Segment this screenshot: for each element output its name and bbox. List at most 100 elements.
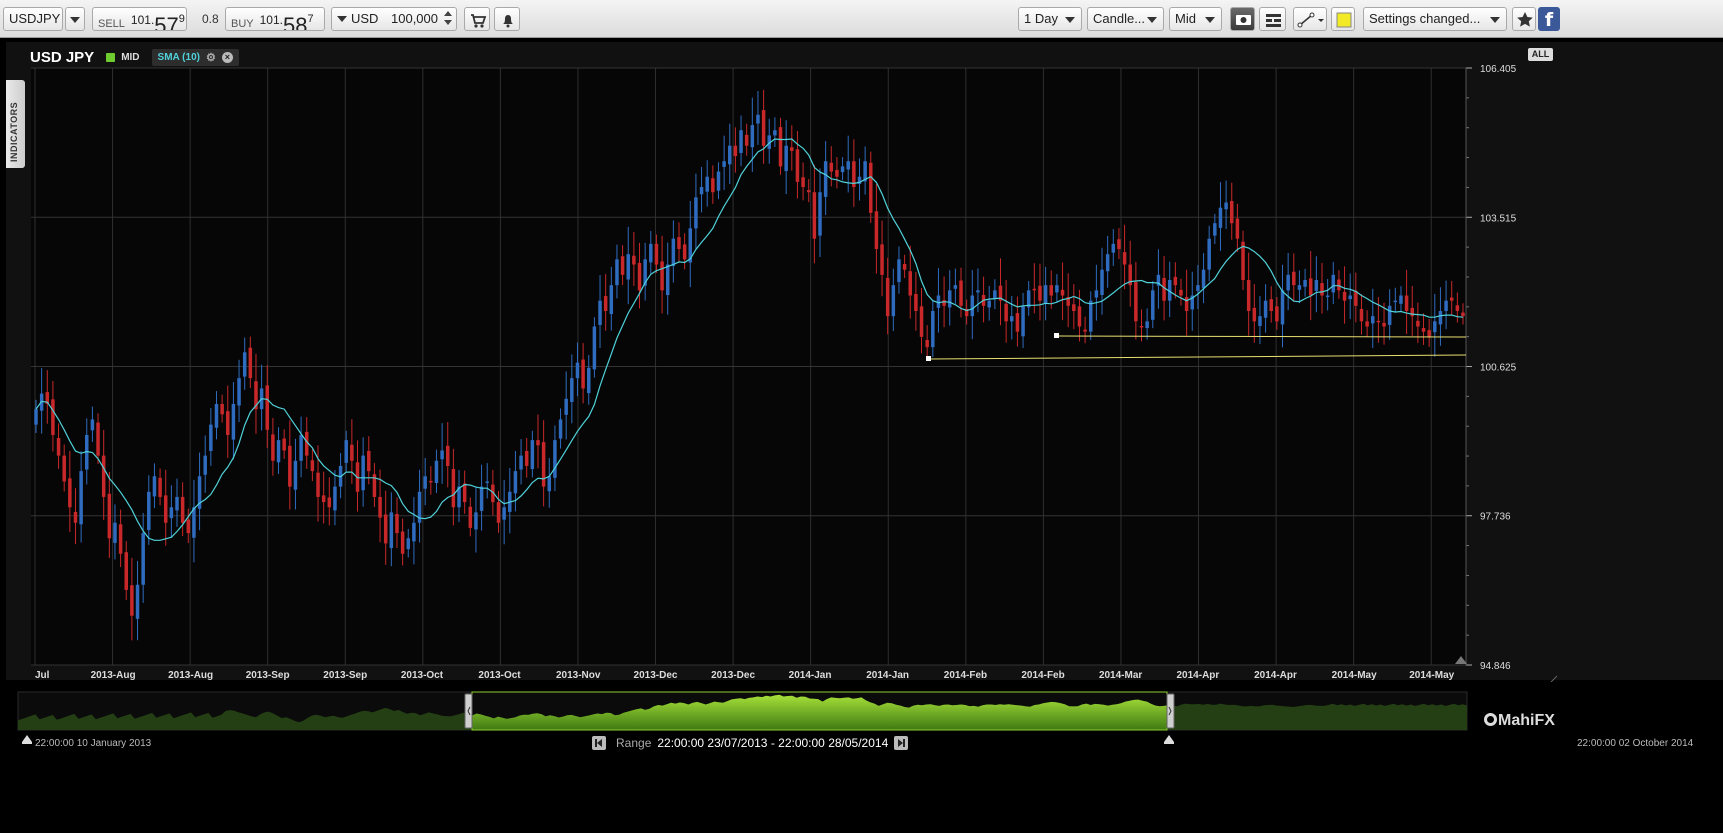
sma-indicator-label: SMA (10) xyxy=(157,51,200,63)
timeframe-select[interactable]: 1 Day xyxy=(1018,7,1082,31)
candle-body xyxy=(101,455,106,497)
candle-body xyxy=(226,411,230,435)
y-tick-label: 100.625 xyxy=(1480,363,1517,374)
alert-button[interactable] xyxy=(494,7,520,31)
x-tick-label: Jul xyxy=(35,670,50,681)
candle-body xyxy=(987,300,991,308)
favorite-button[interactable] xyxy=(1512,7,1536,31)
candle-body xyxy=(1241,241,1245,281)
candle-body xyxy=(45,392,50,404)
x-tick-label: 2013-Nov xyxy=(556,670,601,681)
candle-body xyxy=(1173,276,1178,286)
support-trendline-lower xyxy=(928,354,1467,360)
candle-body xyxy=(1043,285,1048,304)
candle-body xyxy=(135,584,140,619)
candle-body xyxy=(880,244,884,275)
candle-body xyxy=(214,403,219,428)
range-next-button[interactable] xyxy=(894,736,909,750)
candle-body xyxy=(1348,295,1352,300)
candle-body xyxy=(344,440,348,463)
x-tick-label: 2014-Feb xyxy=(944,670,987,681)
candle-body xyxy=(1010,316,1014,322)
indicators-tab[interactable]: INDICATORS xyxy=(6,80,25,168)
candle-body xyxy=(1151,290,1155,320)
candle-body xyxy=(321,495,326,503)
candle-body xyxy=(175,496,179,511)
candle-body xyxy=(1421,328,1426,332)
candle-body xyxy=(479,486,484,511)
amount-stepper[interactable] xyxy=(443,10,455,28)
candle-body xyxy=(942,300,946,306)
candle-body xyxy=(761,110,766,146)
buy-price-pips: 58 xyxy=(282,13,308,31)
settings-status-select[interactable]: Settings changed... xyxy=(1363,7,1507,31)
x-tick-label: 2013-Oct xyxy=(401,670,444,681)
range-selector: Range 22:00:00 23/07/2013 - 22:00:00 28/… xyxy=(592,734,909,752)
amount-field[interactable]: USD 100,000 xyxy=(331,7,457,31)
candle-body xyxy=(1105,254,1110,272)
color-picker-button[interactable] xyxy=(1331,7,1355,31)
trendline-tool-icon xyxy=(1297,12,1324,28)
candle-body xyxy=(1427,330,1431,337)
gear-icon[interactable]: ⚙ xyxy=(205,51,216,64)
candlestick-chart[interactable]: Jul 2013-Aug 2013-Aug 2013-Sep 2013-Sep 2013-… xyxy=(0,0,1723,682)
symbol-dropdown-button[interactable] xyxy=(65,7,85,31)
candle-body xyxy=(716,171,721,191)
candle-body xyxy=(993,290,997,300)
candle-body xyxy=(79,471,83,525)
candle-body xyxy=(1292,271,1296,286)
x-tick-label: 2013-Dec xyxy=(711,670,755,681)
candle-body xyxy=(829,162,834,172)
range-prev-button[interactable] xyxy=(592,736,606,750)
candle-body xyxy=(1032,288,1037,291)
buy-price-fraction: 7 xyxy=(307,13,314,25)
candle-body xyxy=(1303,280,1307,287)
candle-body xyxy=(1399,295,1403,304)
facebook-share-button[interactable]: f xyxy=(1538,7,1560,31)
layout-button[interactable] xyxy=(1259,7,1286,31)
candle-body xyxy=(1269,299,1273,312)
close-icon[interactable]: × xyxy=(221,51,233,63)
sell-price-fraction: 9 xyxy=(178,13,185,25)
buy-label: BUY xyxy=(231,18,254,30)
candle-body xyxy=(1038,285,1042,301)
symbol-select[interactable]: USDJPY xyxy=(3,7,63,31)
all-button[interactable]: ALL xyxy=(1528,48,1553,61)
candle-body xyxy=(1218,207,1223,228)
candle-body xyxy=(1359,308,1364,322)
facebook-icon: f xyxy=(1544,9,1554,31)
candle-body xyxy=(1455,305,1460,312)
candle-body xyxy=(1111,243,1116,253)
chart-type-select[interactable]: Candle... xyxy=(1087,7,1164,31)
candle-body xyxy=(1134,282,1138,322)
trade-button[interactable] xyxy=(464,7,490,31)
candle-body xyxy=(711,178,715,193)
candle-body xyxy=(180,496,185,523)
candle-body xyxy=(73,511,78,523)
candle-body xyxy=(310,460,315,472)
candle-body xyxy=(1196,285,1200,291)
chevron-right-icon xyxy=(1168,706,1172,716)
x-tick-label: 2013-Dec xyxy=(634,670,678,681)
chart-type-label: Candle... xyxy=(1093,11,1146,26)
drawing-tools-button[interactable] xyxy=(1293,7,1327,31)
candle-body xyxy=(1365,321,1369,327)
sell-button[interactable]: SELL 101.579 xyxy=(92,7,187,31)
sma-indicator-chip[interactable]: SMA (10) ⚙ × xyxy=(151,48,239,66)
snapshot-button[interactable] xyxy=(1230,7,1255,31)
buy-button[interactable]: BUY 101.587 xyxy=(225,7,325,31)
x-tick-label: 2013-Sep xyxy=(246,670,290,681)
candle-body xyxy=(271,434,275,461)
candle-body xyxy=(429,480,433,483)
candle-body xyxy=(1444,300,1448,312)
x-tick-label: 2014-May xyxy=(1409,670,1454,681)
candle-body xyxy=(1393,300,1398,303)
candle-body xyxy=(857,176,862,184)
price-basis-select[interactable]: Mid xyxy=(1169,7,1222,31)
candle-body xyxy=(570,378,574,402)
candle-body xyxy=(141,533,145,585)
candle-body xyxy=(1325,295,1330,298)
candle-body xyxy=(1021,305,1025,337)
candle-body xyxy=(524,450,529,466)
